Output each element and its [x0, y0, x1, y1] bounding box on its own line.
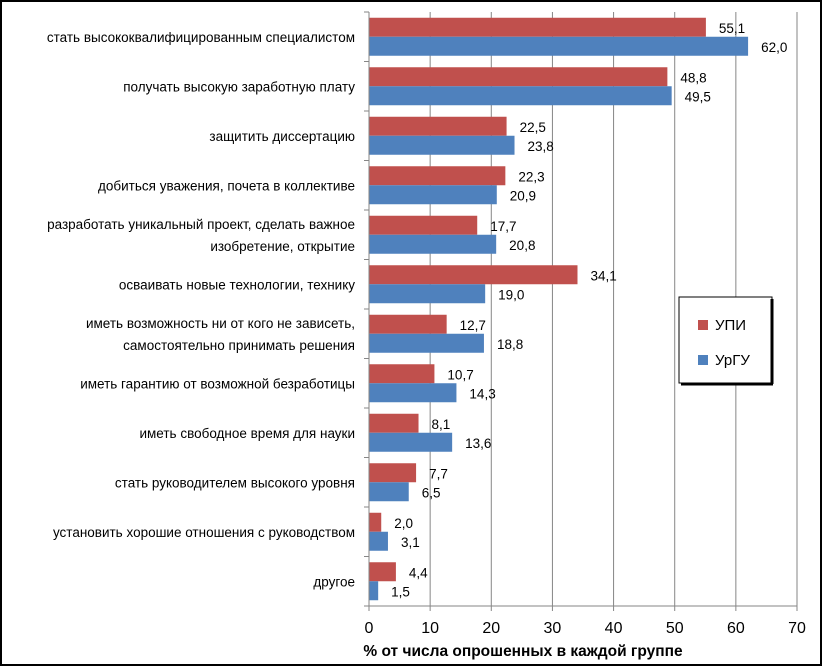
bar-upi-5 — [369, 265, 578, 285]
category-label-0: стать высококвалифицированным специалист… — [47, 30, 355, 45]
bar-upi-3 — [369, 166, 506, 186]
data-label-urgu-4: 20,8 — [509, 238, 535, 253]
category-label-4-line-1: изобретение, открытие — [210, 239, 355, 254]
data-label-urgu-9: 6,5 — [422, 485, 441, 500]
data-label-upi-11: 4,4 — [409, 565, 428, 580]
data-label-upi-5: 34,1 — [590, 268, 616, 283]
bar-upi-9 — [369, 463, 417, 483]
data-label-urgu-5: 19,0 — [498, 287, 524, 302]
category-label-11: другое — [313, 574, 355, 589]
bar-upi-11 — [369, 562, 396, 582]
data-label-urgu-8: 13,6 — [465, 436, 491, 451]
x-tick-label-0: 0 — [365, 620, 374, 637]
x-axis-title: % от числа опрошенных в каждой группе — [363, 643, 683, 660]
data-label-upi-4: 17,7 — [490, 219, 516, 234]
bar-upi-2 — [369, 116, 507, 136]
bar-upi-0 — [369, 17, 706, 37]
data-label-urgu-10: 3,1 — [401, 535, 420, 550]
data-label-upi-10: 2,0 — [394, 516, 413, 531]
category-label-9: стать руководителем высокого уровня — [115, 475, 355, 490]
bar-urgu-5 — [369, 284, 486, 304]
bar-urgu-9 — [369, 482, 409, 502]
legend-box — [678, 296, 773, 384]
data-label-upi-9: 7,7 — [429, 466, 448, 481]
data-label-upi-0: 55,1 — [719, 21, 745, 36]
data-label-upi-2: 22,5 — [520, 120, 546, 135]
x-tick-label-50: 50 — [666, 620, 684, 637]
legend: УПИ УрГУ — [678, 296, 774, 386]
category-label-5: осваивать новые технологии, технику — [119, 277, 355, 292]
bar-urgu-0 — [369, 36, 749, 56]
category-label-4-line-0: разработать уникальный проект, сделать в… — [47, 217, 355, 232]
data-label-urgu-1: 49,5 — [685, 89, 711, 104]
bar-upi-7 — [369, 364, 435, 384]
legend-swatch-urgu — [698, 355, 708, 365]
legend-swatch-upi — [698, 320, 708, 330]
data-label-upi-1: 48,8 — [680, 70, 706, 85]
category-label-6-line-1: самостоятельно принимать решения — [123, 338, 355, 353]
bar-urgu-3 — [369, 185, 497, 205]
data-label-urgu-11: 1,5 — [391, 584, 410, 599]
data-label-urgu-6: 18,8 — [497, 337, 523, 352]
category-label-3: добиться уважения, почета в коллективе — [98, 178, 355, 193]
category-label-8: иметь свободное время для науки — [139, 426, 355, 441]
data-label-upi-8: 8,1 — [432, 417, 451, 432]
bar-urgu-6 — [369, 333, 484, 353]
bar-upi-8 — [369, 413, 419, 433]
category-label-6-line-0: иметь возможность ни от кого не зависеть… — [86, 316, 355, 331]
bar-urgu-10 — [369, 531, 388, 551]
x-tick-label-10: 10 — [421, 620, 439, 637]
category-label-10: установить хорошие отношения с руководст… — [53, 525, 355, 540]
bar-upi-4 — [369, 215, 478, 235]
bars — [369, 17, 749, 601]
labels: 0 10 20 30 40 50 60 70 55,1 62,0 стать высококвали… — [47, 21, 806, 637]
x-tick-label-30: 30 — [544, 620, 562, 637]
x-tick-label-60: 60 — [727, 620, 745, 637]
data-label-upi-6: 12,7 — [460, 318, 486, 333]
data-label-urgu-7: 14,3 — [469, 386, 495, 401]
bar-urgu-2 — [369, 135, 515, 155]
data-label-urgu-3: 20,9 — [510, 188, 536, 203]
bar-upi-10 — [369, 512, 382, 532]
category-label-1: получать высокую заработную плату — [123, 79, 355, 94]
bar-urgu-11 — [369, 581, 379, 601]
bar-upi-1 — [369, 67, 668, 87]
legend-label-urgu: УрГУ — [715, 352, 750, 369]
bar-urgu-4 — [369, 234, 497, 254]
axes — [364, 11, 798, 611]
bar-upi-6 — [369, 314, 447, 334]
x-tick-label-70: 70 — [788, 620, 806, 637]
bar-urgu-8 — [369, 432, 453, 452]
x-tick-label-40: 40 — [605, 620, 623, 637]
category-label-7: иметь гарантию от возможной безработицы — [80, 376, 355, 391]
bar-urgu-1 — [369, 86, 672, 106]
data-label-upi-7: 10,7 — [447, 367, 473, 382]
data-label-urgu-0: 62,0 — [761, 40, 787, 55]
data-label-upi-3: 22,3 — [518, 169, 544, 184]
category-label-2: защитить диссертацию — [209, 129, 355, 144]
legend-label-upi: УПИ — [715, 317, 746, 334]
x-tick-label-20: 20 — [482, 620, 500, 637]
data-label-urgu-2: 23,8 — [528, 139, 554, 154]
bar-urgu-7 — [369, 383, 457, 403]
